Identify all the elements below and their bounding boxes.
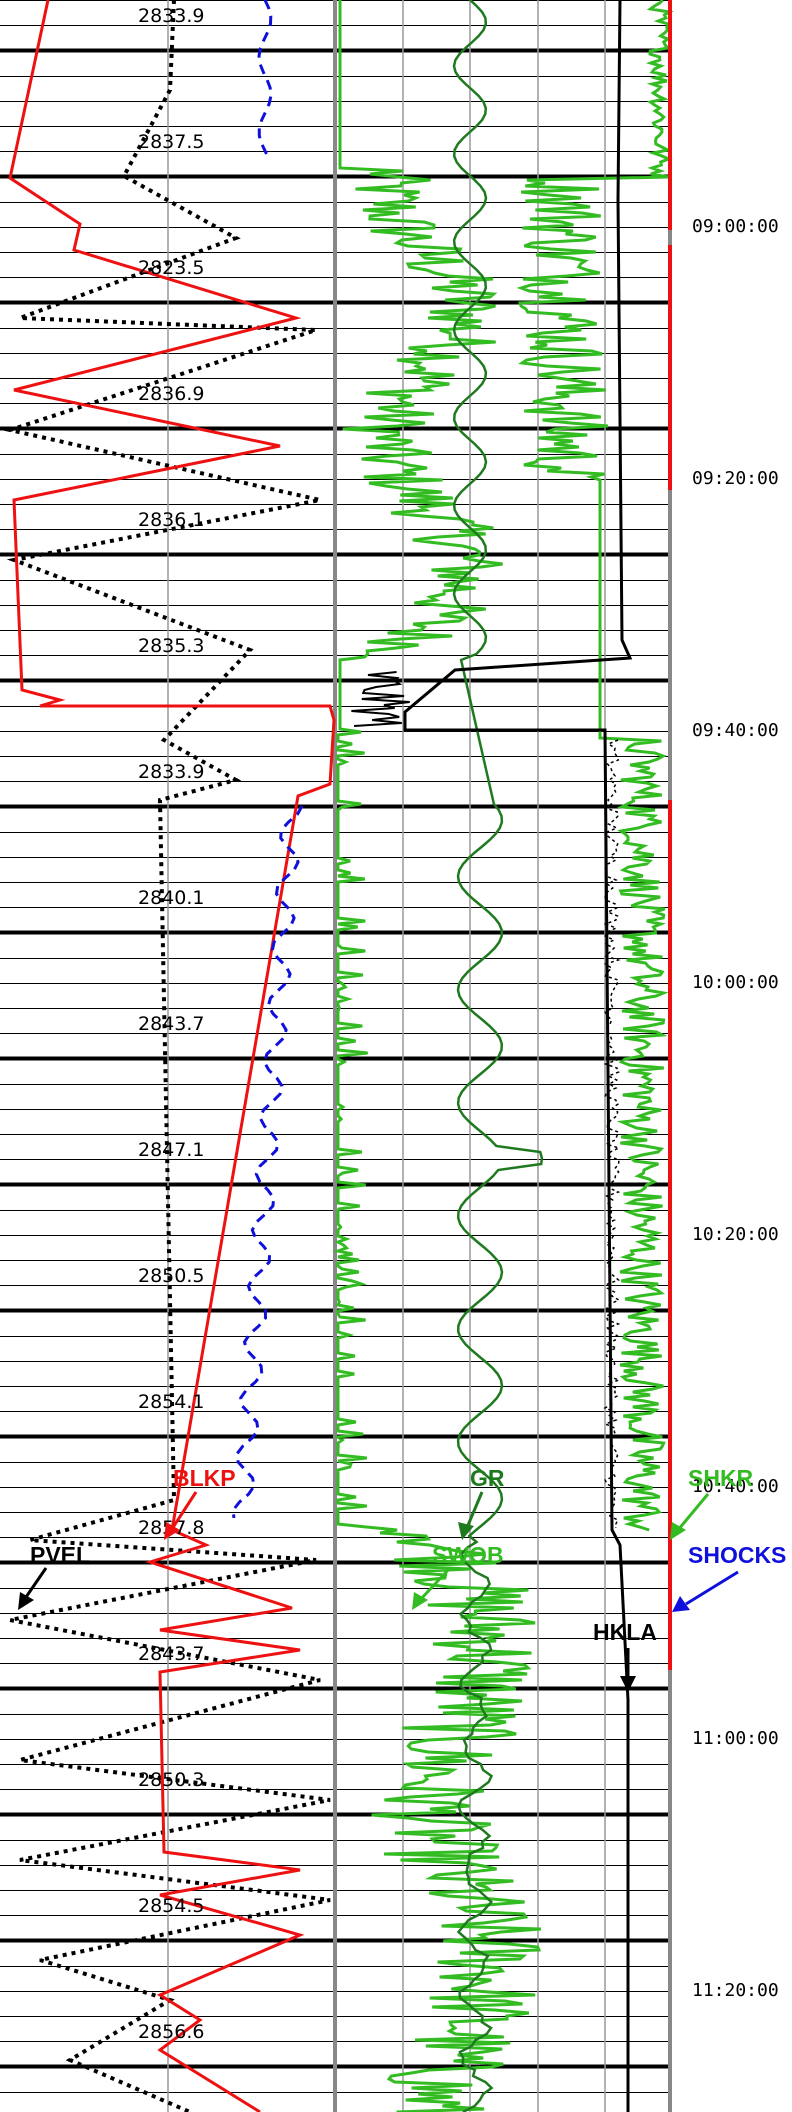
swob-label: SWOB [432,1542,504,1568]
hkla-fine-curve [603,739,622,1529]
swob-arrow [418,1566,452,1602]
pvel-curve [2,0,331,2112]
shkr-curve [516,0,674,1532]
depth-label: 2833.9 [138,5,204,27]
curve-callouts: BLKP PVEL GR SWOB SHKR SHOCKS HKLA [18,1465,786,1692]
blkp-curve [8,0,336,2112]
break-zone-curve [351,671,410,727]
shocks-arrowhead [672,1596,690,1612]
time-label: 11:00:00 [692,1728,779,1749]
depth-label: 2850.5 [138,1265,204,1287]
gr-arrowhead [458,1522,474,1540]
time-labels: 09:00:00 09:20:00 09:40:00 10:00:00 10:20:00… [692,216,779,2001]
depth-labels: 2833.9 2837.5 2823.5 2836.9 2836.1 2835.3 2833… [138,5,204,2043]
depth-label: 2854.5 [138,1895,204,1917]
depth-label: 2847.1 [138,1139,204,1161]
shkr-label: SHKR [688,1465,754,1491]
gr-curve [452,0,544,2112]
depth-label: 2840.1 [138,887,204,909]
pvel-arrowhead [18,1592,34,1610]
blkp-arrow [168,1491,198,1533]
time-label: 10:00:00 [692,972,779,993]
time-label: 11:20:00 [692,1980,779,2001]
shkr-arrow [676,1493,710,1531]
shocks-arrow [685,1570,739,1606]
depth-label: 2836.9 [138,383,204,405]
depth-label: 2835.3 [138,635,204,657]
swob-arrowhead [412,1592,428,1610]
hkla-arrowhead [620,1676,636,1692]
depth-label: 2843.7 [138,1643,204,1665]
blkp-arrowhead [164,1522,180,1540]
gr-arrow [464,1491,484,1531]
depth-label: 2856.6 [138,2021,204,2043]
swob-curve [332,0,542,2112]
curves-layer [2,0,674,2112]
time-label: 10:20:00 [692,1224,779,1245]
blkp-label: BLKP [173,1465,236,1491]
depth-label: 2854.1 [138,1391,204,1413]
hkla-curve [403,0,633,2112]
depth-label: 2843.7 [138,1013,204,1035]
depth-label: 2850.3 [138,1769,204,1791]
hkla-label: HKLA [593,1619,657,1645]
depth-label: 2833.9 [138,761,204,783]
blue-dashed-curve [231,805,304,1519]
shocks-label: SHOCKS [688,1542,786,1568]
depth-label: 2836.1 [138,509,204,531]
time-label: 09:00:00 [692,216,779,237]
blue-dashed-curve [257,0,273,161]
depth-label: 2837.5 [138,131,204,153]
depth-label: 2823.5 [138,257,204,279]
time-label: 10:40:00 [692,1476,779,1497]
time-label: 09:40:00 [692,720,779,741]
shkr-arrowhead [670,1522,686,1540]
pvel-label: PVEL [30,1542,90,1568]
pvel-arrow [22,1567,48,1601]
gr-label: GR [470,1465,505,1491]
time-label: 09:20:00 [692,468,779,489]
